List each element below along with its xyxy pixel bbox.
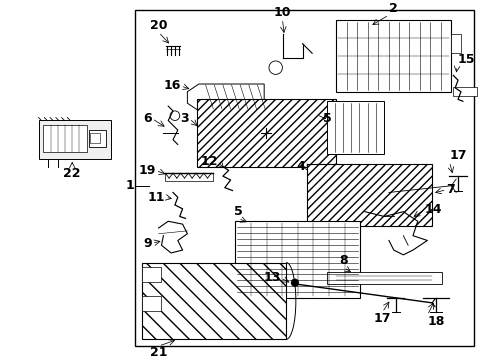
Bar [142, 262, 285, 339]
Bar [307, 164, 431, 226]
Text: 3: 3 [180, 112, 189, 125]
Text: 22: 22 [63, 167, 81, 180]
Bar [197, 99, 335, 167]
Bar [326, 101, 384, 154]
Text: 6: 6 [143, 112, 152, 125]
Text: 18: 18 [427, 315, 444, 328]
Bar [88, 130, 105, 147]
Bar [142, 296, 161, 311]
Text: 15: 15 [456, 53, 474, 66]
Bar [134, 10, 473, 346]
Circle shape [290, 279, 298, 287]
Bar [450, 34, 460, 53]
Text: 19: 19 [138, 164, 155, 177]
Text: 11: 11 [147, 191, 165, 204]
Text: 14: 14 [424, 203, 441, 216]
Bar [142, 267, 161, 282]
Text: 2: 2 [388, 2, 397, 15]
Text: 20: 20 [149, 19, 167, 32]
Bar [335, 20, 450, 92]
Bar [326, 272, 441, 284]
Text: 17: 17 [448, 149, 466, 162]
Text: 16: 16 [163, 80, 180, 93]
Bar [90, 133, 100, 143]
Text: 21: 21 [149, 346, 167, 359]
Text: 13: 13 [263, 271, 280, 284]
Text: 4: 4 [296, 160, 305, 173]
Text: 17: 17 [373, 312, 390, 325]
Text: 1: 1 [125, 179, 134, 192]
Bar [165, 173, 213, 181]
Text: 5: 5 [322, 112, 331, 125]
Bar [39, 121, 110, 159]
Bar [452, 87, 476, 96]
Text: 7: 7 [446, 183, 454, 196]
Text: 9: 9 [143, 237, 152, 250]
Text: 10: 10 [273, 6, 290, 19]
Text: 5: 5 [233, 206, 242, 219]
Text: 8: 8 [339, 255, 347, 267]
Bar [43, 125, 86, 152]
Text: 12: 12 [200, 155, 218, 168]
Bar [235, 221, 360, 298]
